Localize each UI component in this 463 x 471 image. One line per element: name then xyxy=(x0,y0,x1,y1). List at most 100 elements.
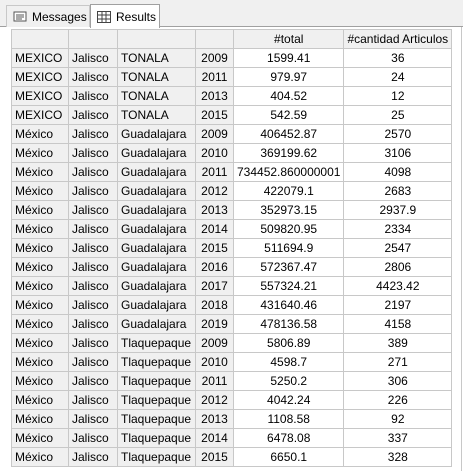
table-cell[interactable]: Jalisco xyxy=(68,200,118,220)
table-cell[interactable]: 92 xyxy=(343,409,453,429)
table-cell[interactable]: 36 xyxy=(343,48,453,68)
table-cell[interactable]: México xyxy=(11,447,69,467)
table-cell[interactable]: México xyxy=(11,276,69,296)
table-cell[interactable]: 431640.46 xyxy=(232,295,345,315)
table-cell[interactable]: 328 xyxy=(343,447,453,467)
table-cell[interactable]: México xyxy=(11,124,69,144)
column-header[interactable] xyxy=(117,29,196,49)
table-cell[interactable]: 1108.58 xyxy=(232,409,345,429)
table-cell[interactable]: Guadalajara xyxy=(117,314,196,334)
table-cell[interactable]: Tlaquepaque xyxy=(117,352,196,372)
table-cell[interactable]: 4598.7 xyxy=(232,352,345,372)
table-cell[interactable]: Jalisco xyxy=(68,219,118,239)
table-cell[interactable]: 2015 xyxy=(195,105,234,125)
table-cell[interactable]: Jalisco xyxy=(68,86,118,106)
table-cell[interactable]: Guadalajara xyxy=(117,124,196,144)
table-cell[interactable]: 25 xyxy=(343,105,453,125)
column-header[interactable] xyxy=(68,29,118,49)
table-cell[interactable]: 4042.24 xyxy=(232,390,345,410)
table-cell[interactable]: MEXICO xyxy=(11,86,69,106)
table-cell[interactable]: 2019 xyxy=(195,314,234,334)
table-cell[interactable]: 337 xyxy=(343,428,453,448)
table-cell[interactable]: 3106 xyxy=(343,143,453,163)
table-cell[interactable]: TONALA xyxy=(117,67,196,87)
table-cell[interactable]: México xyxy=(11,390,69,410)
table-cell[interactable]: 2010 xyxy=(195,143,234,163)
table-cell[interactable]: Jalisco xyxy=(68,409,118,429)
table-cell[interactable]: México xyxy=(11,200,69,220)
table-cell[interactable]: 352973.15 xyxy=(232,200,345,220)
column-header-total[interactable]: #total xyxy=(232,29,345,49)
table-cell[interactable]: Jalisco xyxy=(68,295,118,315)
table-cell[interactable]: Jalisco xyxy=(68,257,118,277)
table-cell[interactable]: Jalisco xyxy=(68,143,118,163)
table-cell[interactable]: 2013 xyxy=(195,86,234,106)
table-cell[interactable]: Guadalajara xyxy=(117,295,196,315)
table-cell[interactable]: México xyxy=(11,257,69,277)
table-cell[interactable]: 2011 xyxy=(195,162,234,182)
table-cell[interactable]: México xyxy=(11,428,69,448)
table-cell[interactable]: 406452.87 xyxy=(232,124,345,144)
table-cell[interactable]: México xyxy=(11,314,69,334)
table-cell[interactable]: 2010 xyxy=(195,352,234,372)
table-cell[interactable]: Jalisco xyxy=(68,105,118,125)
table-cell[interactable]: 2683 xyxy=(343,181,453,201)
table-cell[interactable]: 5806.89 xyxy=(232,333,345,353)
table-cell[interactable]: México xyxy=(11,143,69,163)
table-cell[interactable]: Jalisco xyxy=(68,447,118,467)
table-cell[interactable]: México xyxy=(11,162,69,182)
table-cell[interactable]: MEXICO xyxy=(11,105,69,125)
table-cell[interactable]: 422079.1 xyxy=(232,181,345,201)
table-cell[interactable]: 2013 xyxy=(195,200,234,220)
table-cell[interactable]: México xyxy=(11,181,69,201)
table-cell[interactable]: Guadalajara xyxy=(117,238,196,258)
table-cell[interactable]: 2018 xyxy=(195,295,234,315)
table-cell[interactable]: Jalisco xyxy=(68,314,118,334)
table-cell[interactable]: Jalisco xyxy=(68,48,118,68)
table-cell[interactable]: 2009 xyxy=(195,124,234,144)
table-cell[interactable]: 6650.1 xyxy=(232,447,345,467)
table-cell[interactable]: 4423.42 xyxy=(343,276,453,296)
table-cell[interactable]: 2197 xyxy=(343,295,453,315)
table-cell[interactable]: México xyxy=(11,238,69,258)
table-cell[interactable]: 2009 xyxy=(195,333,234,353)
table-cell[interactable]: MEXICO xyxy=(11,67,69,87)
table-cell[interactable]: 478136.58 xyxy=(232,314,345,334)
table-cell[interactable]: 2012 xyxy=(195,181,234,201)
table-cell[interactable]: 509820.95 xyxy=(232,219,345,239)
column-header[interactable] xyxy=(11,29,69,49)
table-cell[interactable]: Guadalajara xyxy=(117,200,196,220)
table-cell[interactable]: Jalisco xyxy=(68,276,118,296)
table-cell[interactable]: Jalisco xyxy=(68,428,118,448)
table-cell[interactable]: Guadalajara xyxy=(117,257,196,277)
table-cell[interactable]: 1599.41 xyxy=(232,48,345,68)
table-cell[interactable]: 271 xyxy=(343,352,453,372)
table-cell[interactable]: 2012 xyxy=(195,390,234,410)
table-cell[interactable]: 979.97 xyxy=(232,67,345,87)
table-cell[interactable]: 542.59 xyxy=(232,105,345,125)
table-cell[interactable]: 389 xyxy=(343,333,453,353)
table-cell[interactable]: 2014 xyxy=(195,428,234,448)
tab-results[interactable]: Results xyxy=(90,4,160,28)
table-cell[interactable]: 226 xyxy=(343,390,453,410)
table-cell[interactable]: Jalisco xyxy=(68,333,118,353)
table-cell[interactable]: 2011 xyxy=(195,67,234,87)
table-cell[interactable]: Tlaquepaque xyxy=(117,409,196,429)
table-cell[interactable]: Jalisco xyxy=(68,390,118,410)
table-cell[interactable]: 12 xyxy=(343,86,453,106)
table-cell[interactable]: 2547 xyxy=(343,238,453,258)
table-cell[interactable]: México xyxy=(11,352,69,372)
table-cell[interactable]: 2015 xyxy=(195,447,234,467)
table-cell[interactable]: 2334 xyxy=(343,219,453,239)
table-cell[interactable]: 369199.62 xyxy=(232,143,345,163)
table-cell[interactable]: México xyxy=(11,409,69,429)
table-cell[interactable]: Jalisco xyxy=(68,371,118,391)
table-cell[interactable]: México xyxy=(11,371,69,391)
table-cell[interactable]: TONALA xyxy=(117,86,196,106)
table-cell[interactable]: MEXICO xyxy=(11,48,69,68)
table-cell[interactable]: Guadalajara xyxy=(117,276,196,296)
table-cell[interactable]: 2009 xyxy=(195,48,234,68)
table-cell[interactable]: Tlaquepaque xyxy=(117,390,196,410)
table-cell[interactable]: 24 xyxy=(343,67,453,87)
column-header-cantidad[interactable]: #cantidad Articulos xyxy=(343,29,453,49)
